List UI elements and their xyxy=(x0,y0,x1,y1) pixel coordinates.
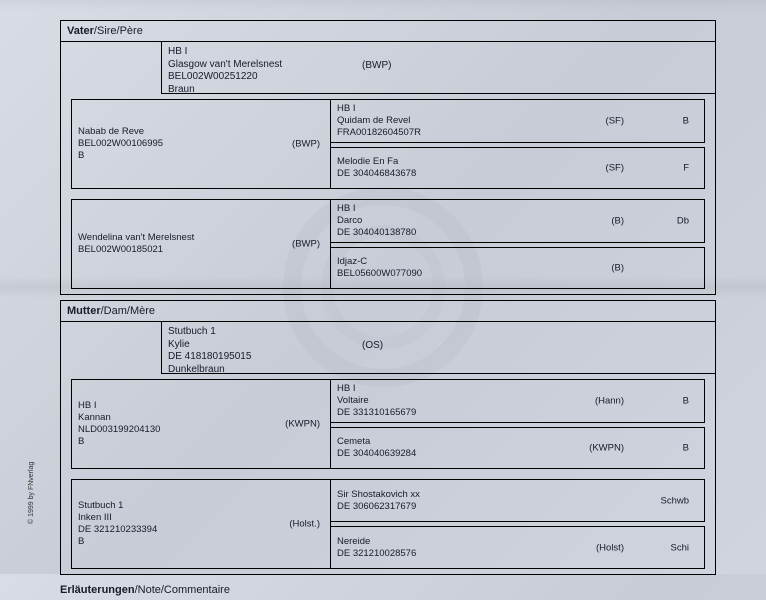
sire-ggs1: HB I Quidam de Revel FRA00182604507R (SF… xyxy=(331,99,705,143)
dam-section: Mutter/Dam/Mère Stutbuch 1 Kylie DE 4181… xyxy=(60,300,716,575)
text: DE 306062317679 xyxy=(337,501,698,513)
text: BEL002W00185021 xyxy=(78,244,324,256)
text: Inken III xyxy=(78,512,324,524)
footer-bold: Erläuterungen xyxy=(60,584,135,596)
sire-ggd1: Melodie En Fa DE 304046843678 (SF) F xyxy=(331,147,705,189)
tag: (BWP) xyxy=(292,239,320,250)
text: B xyxy=(78,436,324,448)
tag: B xyxy=(683,442,689,453)
text: FRA00182604507R xyxy=(337,127,698,139)
text: Darco xyxy=(337,215,698,227)
text: DE 321210028576 xyxy=(337,548,698,560)
sire-label-rest: /Sire/Père xyxy=(94,25,143,37)
sire-ggd2: Idjaz-C BEL05600W077090 (B) xyxy=(331,247,705,289)
text: Cemeta xyxy=(337,436,698,448)
tag: (KWPN) xyxy=(589,442,624,453)
tag: (KWPN) xyxy=(285,419,320,430)
dam-ggs2: Sir Shostakovich xx DE 306062317679 Schw… xyxy=(331,479,705,522)
tag: (Hann) xyxy=(595,395,624,406)
tag: (Holst) xyxy=(596,542,624,553)
sire-label-bold: Vater xyxy=(67,25,94,37)
text: Dunkelbraun xyxy=(168,364,709,377)
text: Melodie En Fa xyxy=(337,156,698,168)
text: DE 331310165679 xyxy=(337,407,698,419)
tag: (B) xyxy=(611,262,624,273)
text: B xyxy=(78,536,324,548)
tag: (SF) xyxy=(606,162,624,173)
text: B xyxy=(78,150,324,162)
text: Sir Shostakovich xx xyxy=(337,489,698,501)
tag: (Holst.) xyxy=(289,519,320,530)
tag: B xyxy=(683,115,689,126)
text: DE 304040138780 xyxy=(337,227,698,239)
tag: F xyxy=(683,162,689,173)
tag: Db xyxy=(677,215,689,226)
tag: (BWP) xyxy=(292,139,320,150)
tag: (B) xyxy=(611,215,624,226)
footer-label: Erläuterungen/Note/Commentaire xyxy=(60,580,716,600)
text: Nabab de Reve xyxy=(78,126,324,138)
dam-ggs1: HB I Voltaire DE 331310165679 (Hann) B xyxy=(331,379,705,423)
text: HB I xyxy=(337,103,698,115)
footer-rest: /Note/Commentaire xyxy=(135,584,230,596)
dam-main: Stutbuch 1 Kylie DE 418180195015 Dunkelb… xyxy=(161,322,715,374)
copyright-text: © 1999 by FNverlag xyxy=(28,462,35,524)
text: HB I xyxy=(78,400,324,412)
text: HB I xyxy=(337,203,698,215)
sire-main-l2: Glasgow van't Merelsnest xyxy=(168,59,709,72)
sire-header: Vater/Sire/Père xyxy=(61,21,715,42)
dam-main-tag: (OS) xyxy=(362,340,383,351)
text: Stutbuch 1 xyxy=(168,326,709,339)
text: Stutbuch 1 xyxy=(78,500,324,512)
sire-grandsire: Nabab de Reve BEL002W00106995 B (BWP) xyxy=(71,99,331,189)
dam-label-bold: Mutter xyxy=(67,305,101,317)
dam-label-rest: /Dam/Mère xyxy=(101,305,155,317)
sire-main-l1: HB I xyxy=(168,46,709,59)
dam-ggd1: Cemeta DE 304040639284 (KWPN) B xyxy=(331,427,705,469)
sire-section: Vater/Sire/Père HB I Glasgow van't Merel… xyxy=(60,20,716,295)
text: Wendelina van't Merelsnest xyxy=(78,232,324,244)
text: DE 304040639284 xyxy=(337,448,698,460)
sire-main-tag: (BWP) xyxy=(362,60,391,71)
sire-granddam: Wendelina van't Merelsnest BEL002W001850… xyxy=(71,199,331,289)
text: Kylie xyxy=(168,339,709,352)
text: DE 304046843678 xyxy=(337,168,698,180)
tag: B xyxy=(683,395,689,406)
sire-main: HB I Glasgow van't Merelsnest BEL002W002… xyxy=(161,42,715,94)
text: DE 418180195015 xyxy=(168,351,709,364)
tag: Schi xyxy=(671,542,689,553)
sire-ggs2: HB I Darco DE 304040138780 (B) Db xyxy=(331,199,705,243)
text: Idjaz-C xyxy=(337,256,698,268)
text: Voltaire xyxy=(337,395,698,407)
tag: Schwb xyxy=(660,495,689,506)
text: DE 321210233394 xyxy=(78,524,324,536)
dam-grandsire: HB I Kannan NLD003199204130 B (KWPN) xyxy=(71,379,331,469)
tag: (SF) xyxy=(606,115,624,126)
sire-main-l3: BEL002W00251220 xyxy=(168,71,709,84)
text: BEL05600W077090 xyxy=(337,268,698,280)
sire-main-l4: Braun xyxy=(168,84,709,97)
text: Quidam de Revel xyxy=(337,115,698,127)
dam-ggd2: Nereide DE 321210028576 (Holst) Schi xyxy=(331,526,705,569)
text: HB I xyxy=(337,383,698,395)
text: BEL002W00106995 xyxy=(78,138,324,150)
dam-granddam: Stutbuch 1 Inken III DE 321210233394 B (… xyxy=(71,479,331,569)
dam-header: Mutter/Dam/Mère xyxy=(61,301,715,322)
text: Nereide xyxy=(337,536,698,548)
